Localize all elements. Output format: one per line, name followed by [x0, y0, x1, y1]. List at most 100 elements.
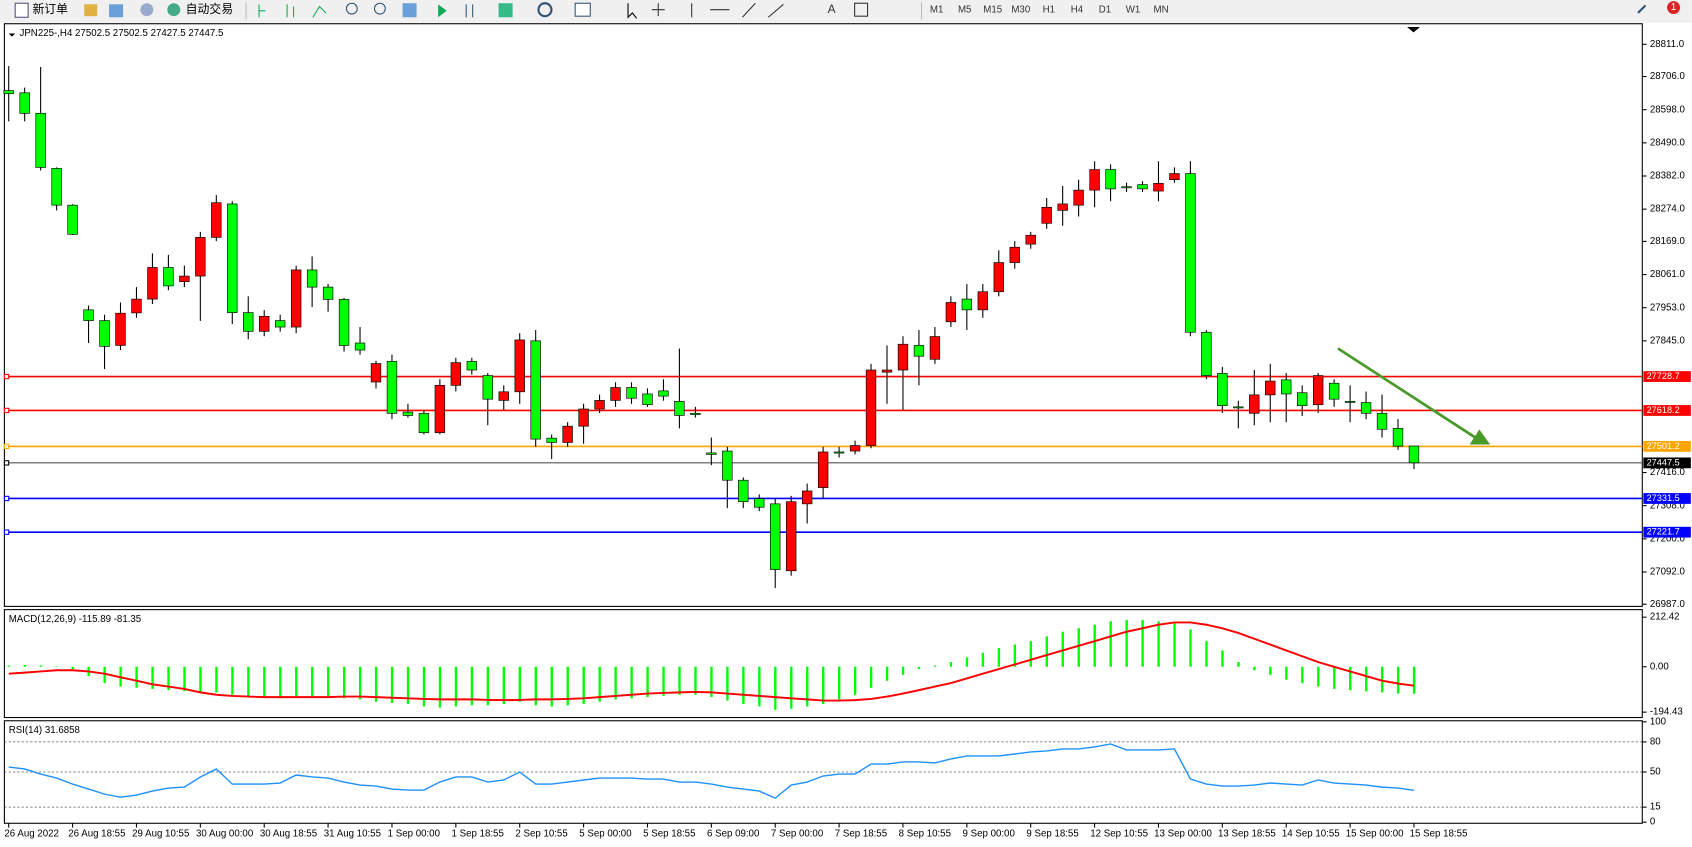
x-tick-label: 31 Aug 10:55 — [324, 829, 381, 840]
macd-bar — [1013, 644, 1017, 667]
candle-body — [1137, 184, 1148, 190]
macd-bar — [885, 666, 889, 681]
macd-bar — [614, 666, 617, 700]
icon[interactable] — [312, 5, 327, 18]
candle-body — [1297, 392, 1308, 406]
x-tick-label: 7 Sep 00:00 — [771, 829, 824, 840]
candle-body — [1089, 169, 1100, 191]
macd-bar — [1253, 666, 1256, 671]
icon[interactable] — [258, 4, 266, 18]
auto-trading[interactable]: 自动交易 — [186, 2, 233, 16]
icon[interactable] — [498, 3, 513, 18]
candle-body — [1328, 382, 1340, 400]
icon[interactable] — [438, 4, 447, 18]
draw-tools[interactable] — [691, 2, 784, 18]
candle-body — [1121, 186, 1132, 189]
macd-bar — [822, 666, 825, 705]
zoom-in[interactable] — [345, 2, 358, 15]
y-tick-label: 28598.0 — [1650, 104, 1686, 115]
new-order[interactable]: 新订单 — [32, 2, 68, 16]
candle-body — [1408, 445, 1420, 464]
crosshair[interactable] — [651, 3, 665, 17]
timeframe[interactable]: M5 — [958, 4, 971, 15]
macd-bar — [55, 666, 58, 667]
macd-bar — [135, 666, 138, 688]
candle-body — [977, 291, 988, 311]
price-label: 27618.2 — [1647, 405, 1680, 415]
candle-body — [259, 315, 270, 332]
cursor[interactable] — [627, 3, 638, 19]
macd-bar — [311, 666, 314, 696]
new-order-icon[interactable] — [14, 2, 29, 18]
macd-bar — [1189, 629, 1192, 667]
icon[interactable] — [465, 4, 474, 18]
text-tool[interactable]: A — [828, 2, 836, 16]
y-tick-label: 27416.0 — [1650, 467, 1686, 478]
candle-body — [466, 361, 477, 371]
timeframe[interactable]: M1 — [930, 4, 943, 15]
price-label: 27728.7 — [1647, 371, 1680, 381]
candle-body — [354, 342, 366, 351]
candle-body — [817, 451, 829, 488]
x-tick-label: 1 Sep 00:00 — [388, 829, 441, 840]
y-tick-label: 212.42 — [1650, 612, 1680, 623]
macd-bar — [103, 666, 106, 684]
timeframe[interactable]: H1 — [1043, 4, 1055, 15]
auto-trading-icon[interactable] — [167, 3, 181, 17]
macd-bar — [694, 666, 697, 695]
macd-bar — [342, 666, 346, 699]
candle-body — [163, 267, 174, 287]
macd-bar — [390, 666, 394, 703]
timeframe[interactable]: M30 — [1011, 4, 1030, 15]
y-tick-label: 26987.0 — [1650, 599, 1686, 610]
icon[interactable] — [574, 2, 591, 17]
y-tick-label: 0.00 — [1650, 661, 1669, 672]
macd-bar — [199, 666, 202, 693]
icon[interactable] — [286, 4, 295, 18]
x-tick-label: 9 Sep 00:00 — [963, 829, 1016, 840]
macd-bar — [949, 662, 953, 667]
candle-body — [578, 408, 589, 427]
timeframe[interactable]: W1 — [1126, 4, 1141, 15]
macd-bar — [1077, 628, 1080, 667]
icon[interactable] — [84, 4, 98, 17]
x-tick-label: 26 Aug 2022 — [4, 829, 58, 840]
timeframe[interactable]: D1 — [1099, 4, 1111, 15]
search[interactable] — [1637, 4, 1647, 14]
macd-bar — [630, 666, 633, 699]
macd-bar — [7, 665, 11, 667]
candle-body — [306, 269, 318, 288]
timeframe[interactable]: M15 — [983, 4, 1002, 15]
macd-bar — [1317, 666, 1320, 687]
zoom-out[interactable] — [373, 2, 386, 15]
icon[interactable] — [140, 3, 154, 17]
y-tick-label: 28811.0 — [1650, 39, 1685, 50]
price-label: 27221.7 — [1647, 527, 1680, 537]
price-label-box — [1643, 405, 1691, 416]
icon[interactable] — [109, 4, 124, 18]
candle-body — [1233, 406, 1244, 409]
y-tick-label: 27845.0 — [1650, 335, 1686, 346]
macd-bar — [646, 666, 649, 698]
candle-body — [1249, 394, 1260, 414]
candle-body — [3, 90, 14, 95]
timeframe[interactable]: H4 — [1071, 4, 1084, 15]
candle-body — [929, 336, 941, 360]
icon[interactable] — [402, 3, 417, 18]
candle-body — [1169, 173, 1180, 181]
badge[interactable] — [1667, 1, 1681, 15]
icon[interactable] — [537, 2, 553, 18]
macd-bar — [486, 666, 490, 706]
y-tick-label: 27308.0 — [1650, 500, 1686, 511]
candle-body — [674, 401, 685, 416]
trend-arrow-head — [1469, 429, 1491, 445]
label-tool[interactable] — [854, 2, 869, 17]
macd-bar — [981, 652, 985, 667]
line-handle — [3, 529, 10, 535]
y-tick-label: 27200.0 — [1650, 533, 1686, 544]
timeframe[interactable]: MN — [1154, 4, 1169, 15]
candle-body — [961, 298, 973, 311]
candle-body — [801, 490, 813, 505]
